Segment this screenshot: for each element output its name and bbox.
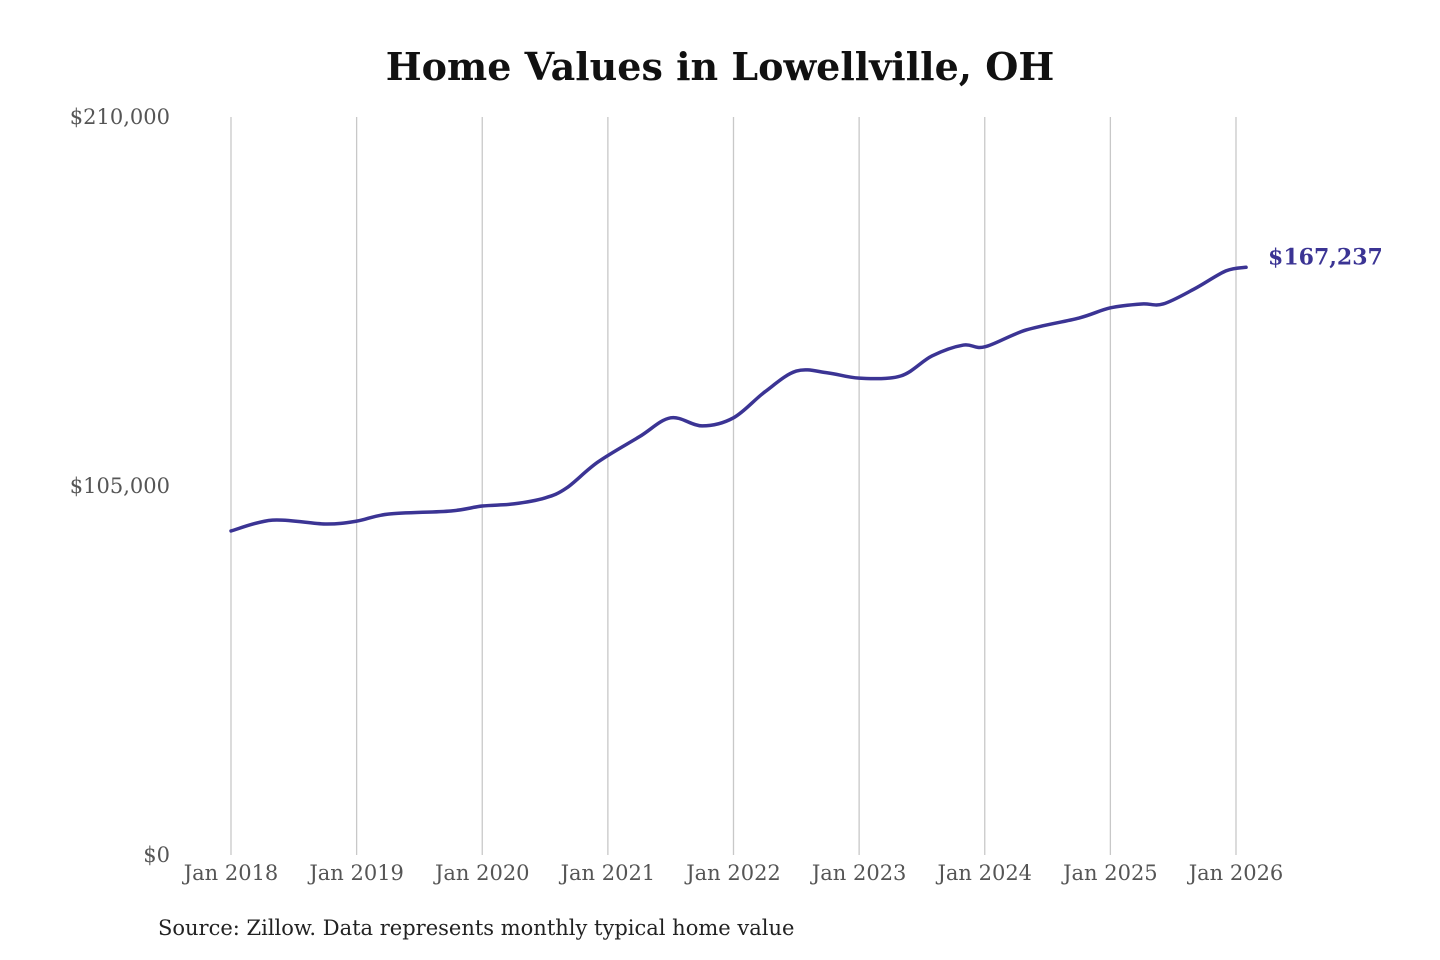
x-tick-label: Jan 2023: [810, 861, 907, 885]
x-tick-label: Jan 2022: [684, 861, 781, 885]
x-tick-label: Jan 2018: [182, 861, 279, 885]
x-tick-label: Jan 2019: [307, 861, 404, 885]
x-tick-label: Jan 2024: [935, 861, 1032, 885]
end-value-label: $167,237: [1268, 244, 1383, 270]
x-tick-label: Jan 2025: [1061, 861, 1158, 885]
chart-title: Home Values in Lowellville, OH: [385, 44, 1055, 89]
source-note: Source: Zillow. Data represents monthly …: [158, 916, 795, 940]
x-tick-label: Jan 2021: [559, 861, 656, 885]
x-tick-label: Jan 2026: [1187, 861, 1284, 885]
y-tick-label: $0: [143, 843, 170, 867]
x-tick-label: Jan 2020: [433, 861, 530, 885]
y-tick-label: $210,000: [70, 105, 170, 129]
y-tick-label: $105,000: [70, 474, 170, 498]
series-line: [229, 265, 1248, 533]
